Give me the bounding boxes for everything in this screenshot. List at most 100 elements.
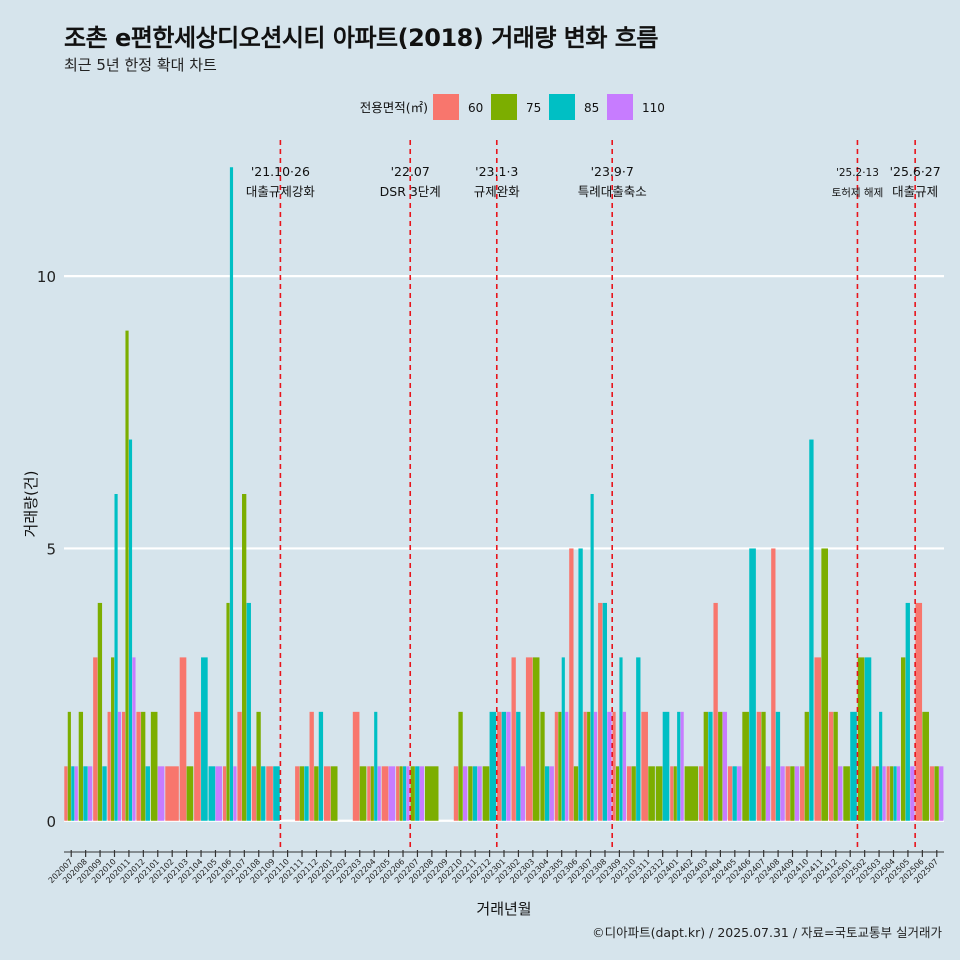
bar-75-202407 <box>761 711 766 821</box>
bar-85-202405 <box>732 766 737 821</box>
bar-75-202501 <box>843 766 850 821</box>
bar-85-202304 <box>544 766 550 821</box>
bar-60-202106 <box>222 766 227 821</box>
bar-85-202111 <box>304 766 309 821</box>
bar-60-202102 <box>165 766 179 821</box>
bar-75-202203 <box>359 766 367 821</box>
bar-60-202303 <box>525 657 533 821</box>
bar-110-202301 <box>506 711 511 821</box>
bar-60-202403 <box>699 766 704 821</box>
bar-110-202106 <box>233 766 237 821</box>
bar-85-202502 <box>864 657 872 821</box>
bar-60-202404 <box>713 602 718 821</box>
bar-85-202106 <box>229 167 234 821</box>
y-tick-label: 5 <box>46 540 56 558</box>
bar-75-202210 <box>458 711 463 821</box>
bar-85-202112 <box>318 711 324 821</box>
bar-85-202302 <box>516 711 521 821</box>
bar-75-202201 <box>330 766 338 821</box>
bar-110-202308 <box>607 711 612 821</box>
bar-75-202309 <box>615 766 620 821</box>
bar-85-202503 <box>879 711 883 821</box>
bar-75-202007 <box>67 711 71 821</box>
bar-60-202412 <box>828 711 834 821</box>
event-markers: '21.10·26 대출규제강화 '22.07 DSR 3단계 '23.1·3 규제완화 '… <box>246 140 941 848</box>
bar-85-202109 <box>273 766 280 821</box>
bar-75-202208 <box>424 766 439 821</box>
bar-85-202401 <box>677 711 681 821</box>
bar-85-202305 <box>561 657 565 821</box>
bar-75-202303 <box>532 657 540 821</box>
bar-60-202109 <box>266 766 273 821</box>
event-date-3: '23.9·7 <box>591 164 634 179</box>
bar-60-202203 <box>352 711 360 821</box>
bar-75-202402 <box>684 766 699 821</box>
legend-label-60: 60 <box>468 101 483 115</box>
bar-110-202204 <box>377 766 381 821</box>
bar-85-202010 <box>114 494 118 821</box>
bar-75-202008 <box>78 711 84 821</box>
bar-75-202503 <box>875 766 879 821</box>
bar-110-202307 <box>594 711 598 821</box>
bar-85-202104 <box>201 657 208 821</box>
bar-110-202305 <box>565 711 569 821</box>
bar-75-202207 <box>410 766 415 821</box>
bar-110-202207 <box>419 766 425 821</box>
bar-60-202210 <box>453 766 459 821</box>
bar-60-202504 <box>886 766 890 821</box>
bar-60-202506 <box>915 602 923 821</box>
bar-85-202408 <box>775 711 781 821</box>
bar-60-202011 <box>121 711 126 821</box>
bar-85-202309 <box>619 657 623 821</box>
bar-110-202008 <box>87 766 93 821</box>
bar-60-202205 <box>381 766 389 821</box>
event-date-2: '23.1·3 <box>475 164 518 179</box>
bar-60-202410 <box>800 766 805 821</box>
bar-60-202108 <box>251 766 257 821</box>
bar-85-202406 <box>749 548 756 821</box>
bar-75-202211 <box>468 766 473 821</box>
bar-60-202306 <box>569 548 574 821</box>
bar-75-202112 <box>314 766 319 821</box>
bar-60-202012 <box>136 711 141 821</box>
bar-60-202310 <box>626 766 632 821</box>
bar-75-202410 <box>804 711 809 821</box>
bar-85-202312 <box>662 711 670 821</box>
bar-75-202106 <box>226 602 230 821</box>
bar-60-202309 <box>612 711 616 821</box>
bar-85-202011 <box>128 439 133 821</box>
x-axis-title: 거래년월 <box>476 900 531 918</box>
bar-60-202411 <box>814 657 822 821</box>
bar-85-202105 <box>208 766 216 821</box>
bar-110-202302 <box>520 766 526 821</box>
y-axis-title: 거래량(건) <box>22 471 40 538</box>
bar-60-202308 <box>598 602 603 821</box>
bar-60-202302 <box>511 657 516 821</box>
legend-title: 전용면적(㎡) <box>360 100 428 115</box>
bar-60-202010 <box>107 711 111 821</box>
bar-75-202010 <box>111 657 115 821</box>
bar-85-202007 <box>71 766 75 821</box>
bar-85-202310 <box>636 657 641 821</box>
bar-60-202009 <box>93 657 98 821</box>
bar-60-202409 <box>785 766 790 821</box>
bar-75-202504 <box>890 766 894 821</box>
bar-75-202403 <box>703 711 708 821</box>
bar-110-202206 <box>406 766 410 821</box>
bar-110-202011 <box>132 657 136 821</box>
bar-85-202009 <box>102 766 107 821</box>
bar-75-202411 <box>821 548 829 821</box>
bar-75-202507 <box>934 766 939 821</box>
bar-60-202307 <box>583 711 587 821</box>
legend-label-75: 75 <box>526 101 541 115</box>
bar-75-202312 <box>655 766 663 821</box>
bar-75-202409 <box>790 766 795 821</box>
bar-110-202408 <box>780 766 785 821</box>
bar-60-202503 <box>872 766 876 821</box>
bar-75-202011 <box>125 330 129 821</box>
bar-75-202306 <box>573 766 579 821</box>
bar-110-202007 <box>74 766 78 821</box>
bar-110-202503 <box>882 766 886 821</box>
bar-85-202403 <box>708 711 713 821</box>
legend-swatch-75 <box>491 94 517 120</box>
